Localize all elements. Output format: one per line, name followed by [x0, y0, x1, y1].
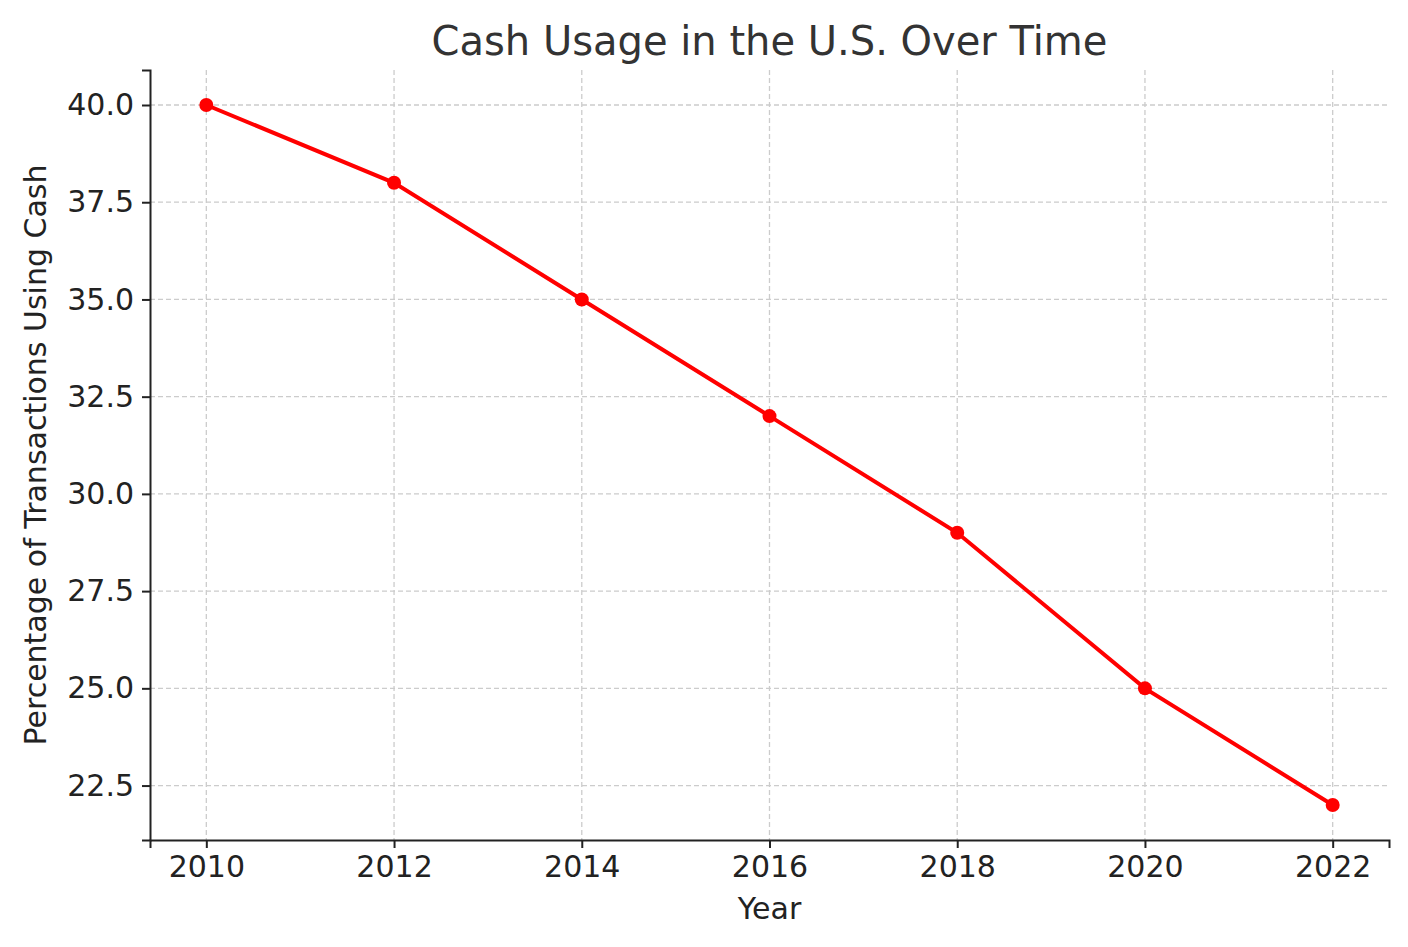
- tick-mark: [581, 840, 583, 848]
- tick-mark: [206, 840, 208, 848]
- tick: 30.0: [67, 476, 150, 511]
- marker: [1138, 681, 1152, 695]
- tick-label: 35.0: [67, 282, 134, 317]
- grid: [150, 70, 1389, 840]
- tick-mark: [769, 840, 771, 848]
- tick: 2016: [732, 840, 808, 884]
- tick: 2020: [1107, 840, 1183, 884]
- tick: 2012: [356, 840, 432, 884]
- tick: 22.5: [67, 768, 150, 803]
- tick-mark: [142, 396, 150, 398]
- tick-mark: [957, 840, 959, 848]
- tick: 35.0: [67, 282, 150, 317]
- x-axis: 2010 2012 2014 2016 2018 2020 2022: [151, 840, 1390, 884]
- tick-mark: [142, 785, 150, 787]
- marker: [950, 526, 964, 540]
- tick-mark: [142, 299, 150, 301]
- tick-label: 2012: [356, 849, 432, 884]
- grid-line: [581, 70, 582, 840]
- grid-line: [150, 299, 1389, 300]
- tick: 2010: [169, 840, 245, 884]
- tick: 2022: [1295, 840, 1371, 884]
- title: Cash Usage in the U.S. Over Time: [432, 18, 1108, 64]
- tick-label: 30.0: [67, 476, 134, 511]
- tick-label: 27.5: [67, 573, 134, 608]
- tick: 2018: [920, 840, 996, 884]
- axis-line: [151, 841, 1390, 849]
- y-axis-title: Percentage of Transactions Using Cash: [18, 164, 53, 745]
- tick-label: 2020: [1107, 849, 1183, 884]
- tick-mark: [142, 493, 150, 495]
- tick-label: 37.5: [67, 184, 134, 219]
- marker: [1326, 798, 1340, 812]
- tick-mark: [394, 840, 396, 848]
- tick-label: 2016: [732, 849, 808, 884]
- tick: 2014: [544, 840, 620, 884]
- grid-line: [150, 396, 1389, 397]
- tick-label: 2022: [1295, 849, 1371, 884]
- chart: 2010 2012 2014 2016 2018 2020 2022 22.5 25.0 27.5…: [0, 0, 1408, 947]
- tick-label: 2018: [920, 849, 996, 884]
- y-axis: 22.5 25.0 27.5 30.0 32.5 35.0 37.5 40.0: [67, 71, 150, 841]
- grid-line: [1332, 70, 1333, 840]
- marker: [387, 176, 401, 190]
- tick-mark: [142, 688, 150, 690]
- tick-mark: [1332, 840, 1334, 848]
- grid-line: [150, 688, 1389, 689]
- series: [199, 98, 1339, 812]
- tick: 37.5: [67, 184, 150, 219]
- grid-line: [150, 493, 1389, 494]
- tick-label: 2010: [169, 849, 245, 884]
- tick-mark: [1144, 840, 1146, 848]
- grid-line: [1144, 70, 1145, 840]
- tick-label: 2014: [544, 849, 620, 884]
- tick-label: 25.0: [67, 670, 134, 705]
- line: [206, 105, 1332, 805]
- tick-mark: [142, 105, 150, 107]
- grid-line: [206, 70, 207, 840]
- grid-line: [150, 104, 1389, 105]
- tick-label: 22.5: [67, 768, 134, 803]
- tick-label: 40.0: [67, 87, 134, 122]
- plot-area: 2010 2012 2014 2016 2018 2020 2022 22.5 25.0 27.5…: [67, 70, 1389, 884]
- grid-line: [150, 202, 1389, 203]
- tick-label: 32.5: [67, 379, 134, 414]
- x-axis-title: Year: [737, 891, 802, 926]
- marker: [763, 409, 777, 423]
- tick-mark: [142, 591, 150, 593]
- tick-mark: [142, 202, 150, 204]
- grid-line: [150, 785, 1389, 786]
- grid-line: [150, 590, 1389, 591]
- marker: [199, 98, 213, 112]
- tick: 25.0: [67, 670, 150, 705]
- tick: 40.0: [67, 87, 150, 122]
- marker: [575, 292, 589, 306]
- tick: 27.5: [67, 573, 150, 608]
- axis-line: [142, 71, 151, 841]
- grid-line: [769, 70, 770, 840]
- tick: 32.5: [67, 379, 150, 414]
- grid-line: [957, 70, 958, 840]
